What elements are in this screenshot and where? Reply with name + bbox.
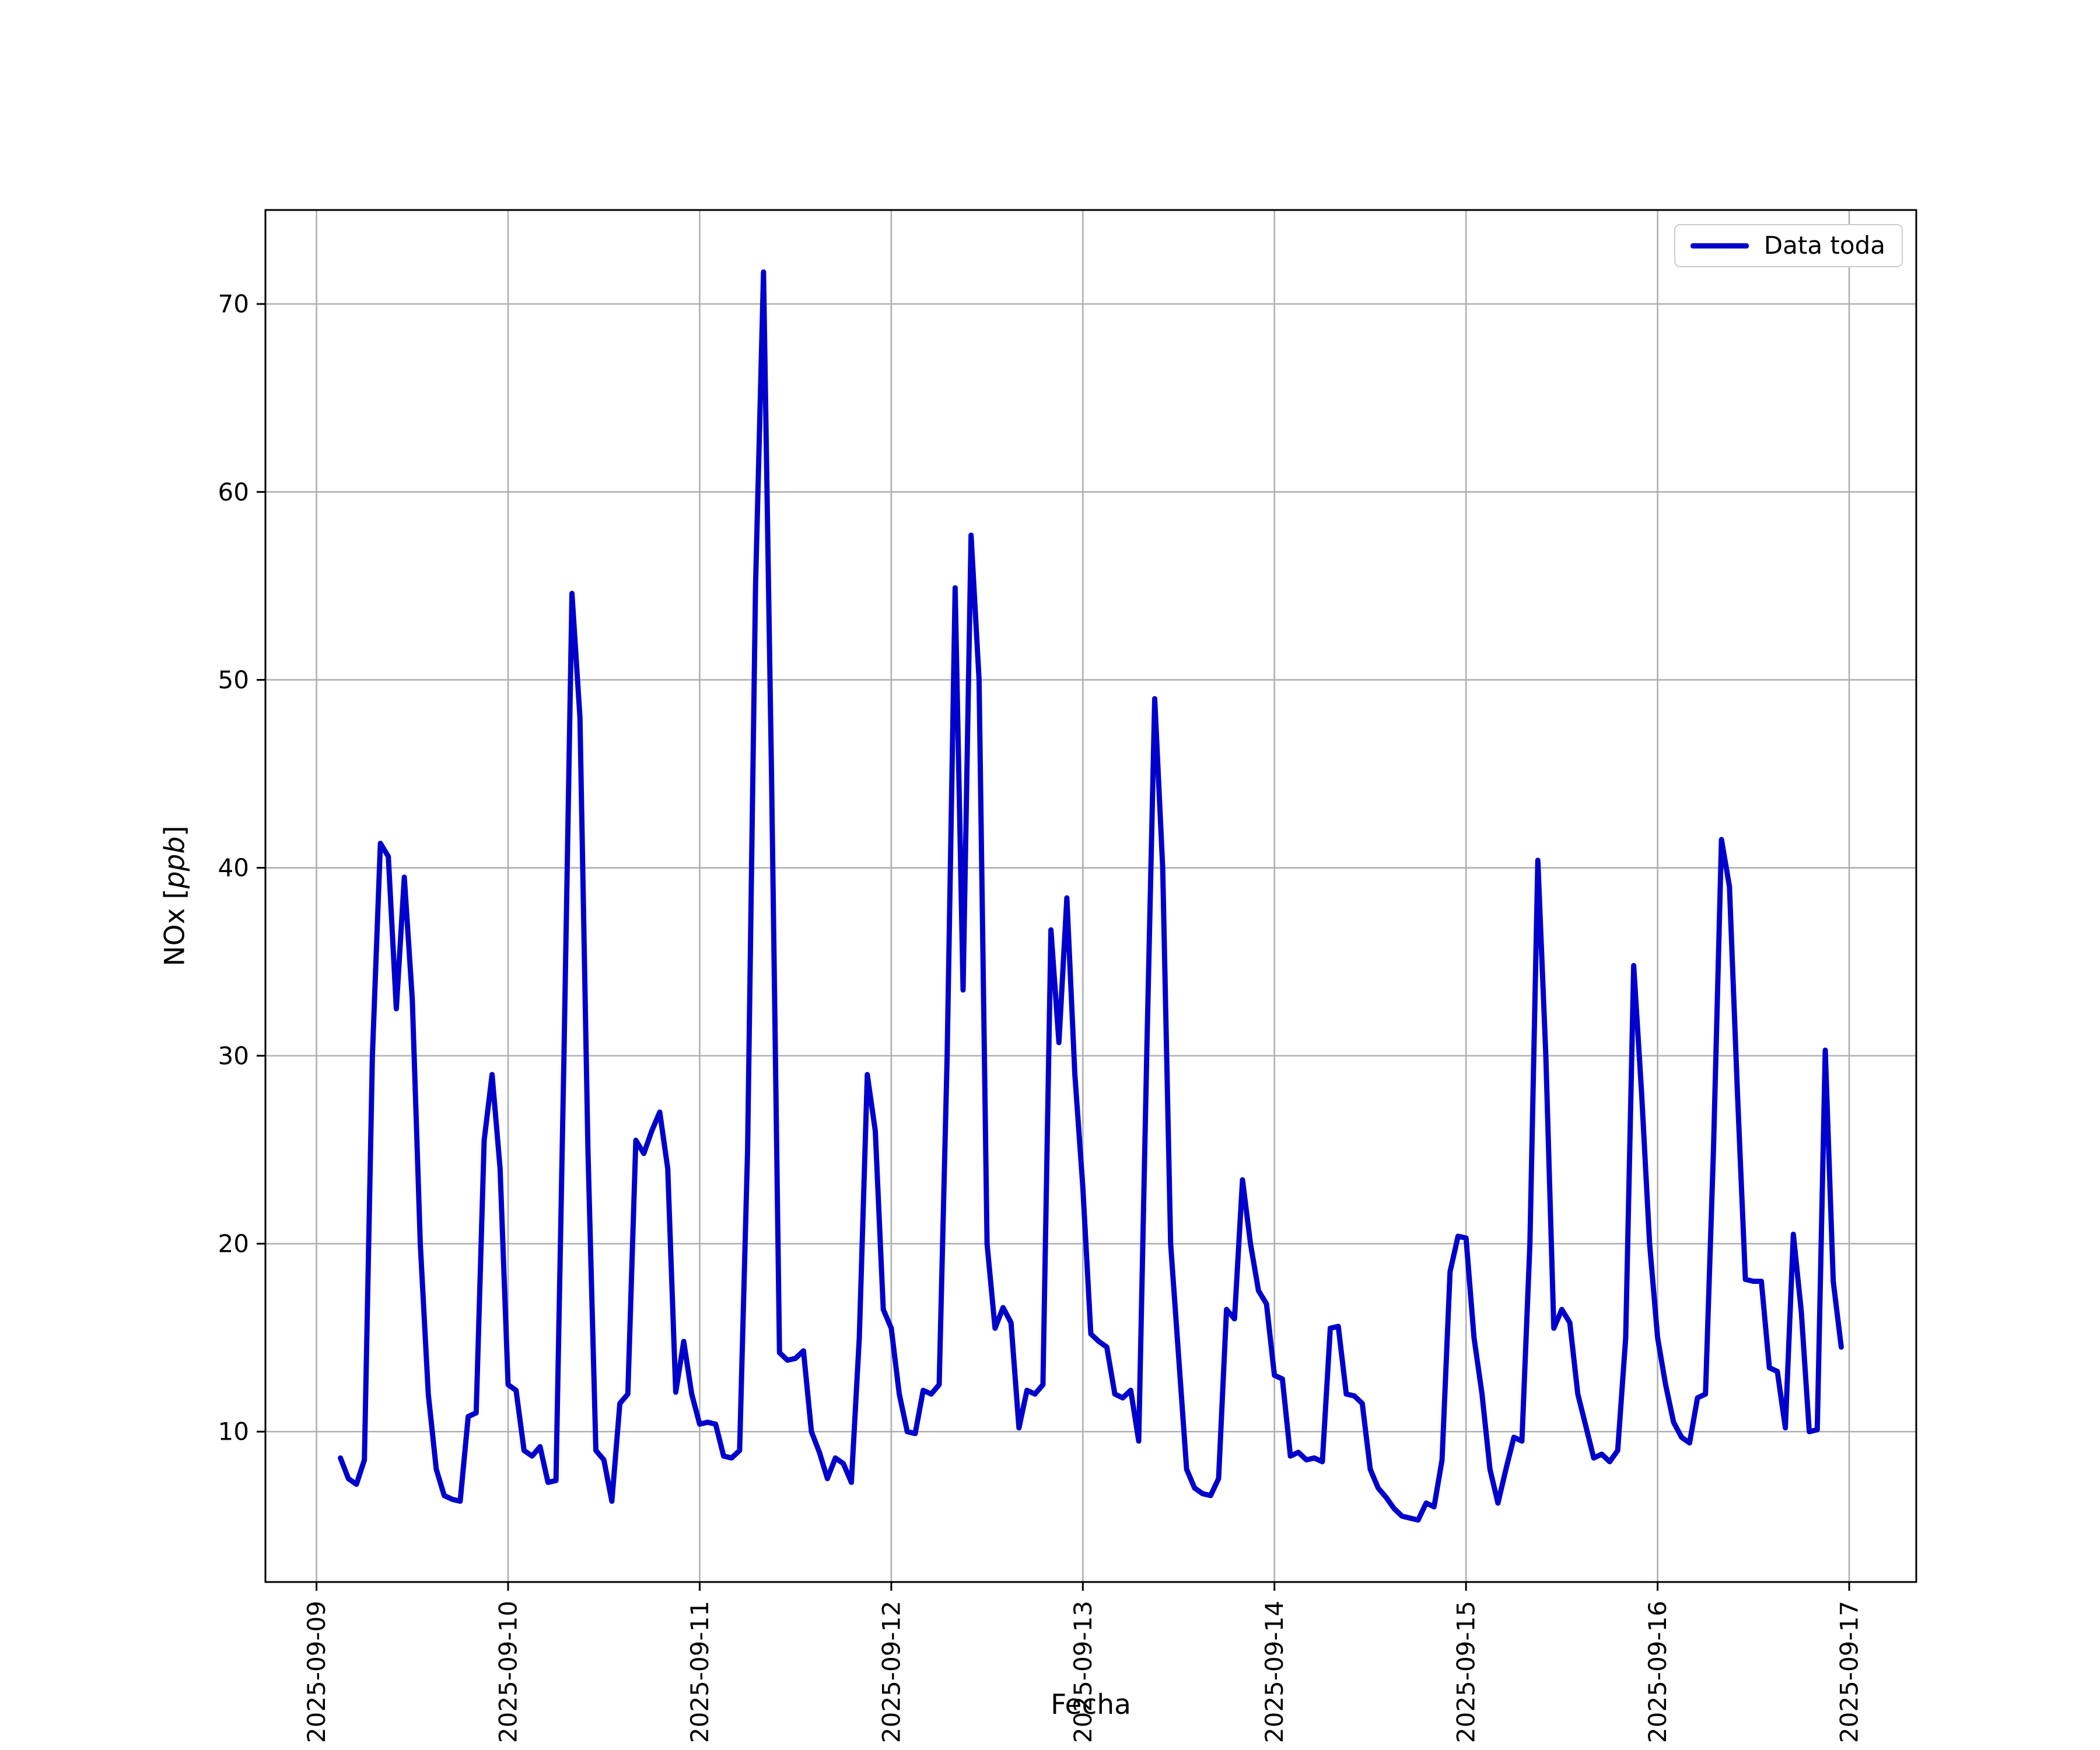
x-tick-label: 2025-09-17 xyxy=(1835,1601,1864,1743)
x-tick-label: 2025-09-13 xyxy=(1069,1601,1097,1743)
y-tick-label: 60 xyxy=(218,478,249,506)
x-axis-label: Fecha xyxy=(1051,1689,1131,1721)
data-series-line xyxy=(338,269,1844,1523)
axes-frame xyxy=(264,209,1917,1583)
y-axis-label-suffix: ] xyxy=(159,825,191,836)
y-tick-label: 30 xyxy=(218,1041,249,1070)
y-tick-label: 50 xyxy=(218,666,249,694)
x-tick-label: 2025-09-09 xyxy=(302,1601,331,1743)
x-tick-label: 2025-09-11 xyxy=(685,1601,714,1743)
y-tick-label: 20 xyxy=(218,1230,249,1258)
y-axis-label: NOx [ppb] xyxy=(159,825,191,966)
x-tick-label: 2025-09-15 xyxy=(1452,1601,1480,1743)
y-axis-label-unit: ppb xyxy=(159,836,191,889)
legend: Data toda xyxy=(1674,224,1903,267)
x-tick-label: 2025-09-12 xyxy=(877,1601,905,1743)
x-tick-label: 2025-09-10 xyxy=(494,1601,523,1743)
x-tick-label: 2025-09-16 xyxy=(1643,1601,1672,1743)
y-tick-label: 40 xyxy=(218,853,249,882)
y-axis-label-prefix: NOx [ xyxy=(159,888,191,967)
x-tick-label: 2025-09-14 xyxy=(1260,1601,1289,1743)
y-tick-label: 70 xyxy=(218,290,249,318)
y-tick-label: 10 xyxy=(218,1418,249,1446)
legend-line-sample xyxy=(1690,243,1749,249)
legend-entry-label: Data toda xyxy=(1763,231,1885,260)
